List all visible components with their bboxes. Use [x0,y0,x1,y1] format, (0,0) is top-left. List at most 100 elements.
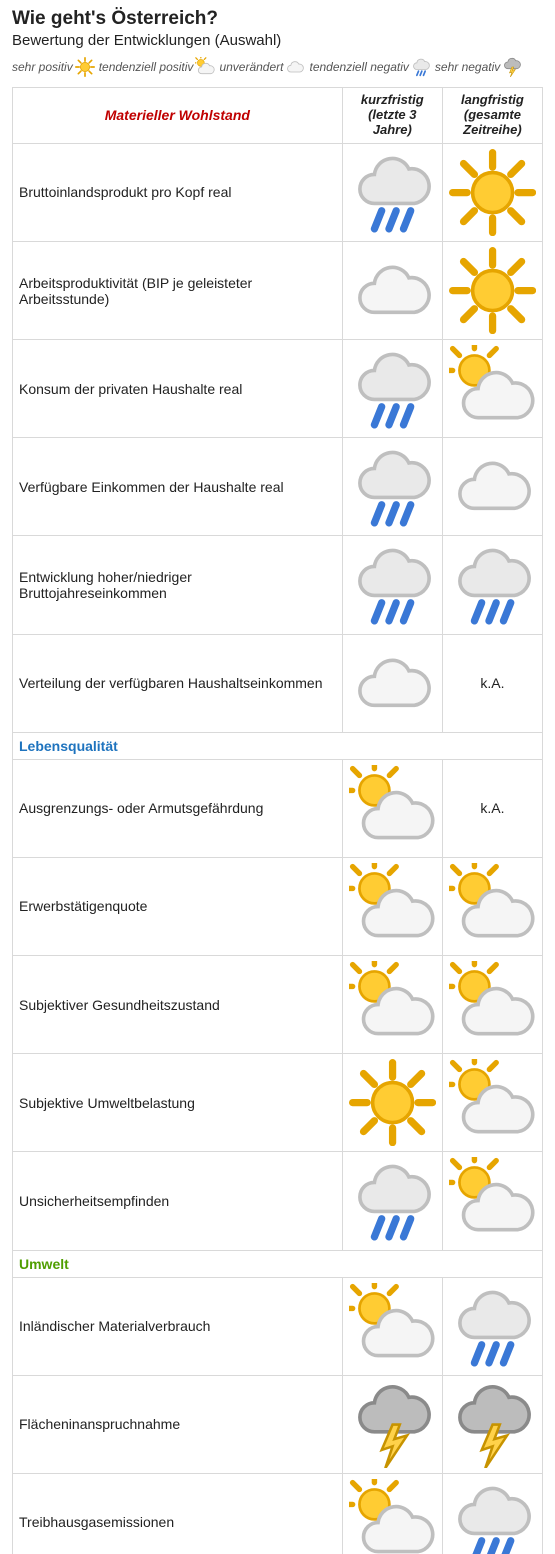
long-term-cell [442,956,542,1054]
indicator-label: Subjektiver Gesundheitszustand [13,956,343,1054]
na-text: k.A. [480,675,504,691]
indicator-label: Entwicklung hoher/niedriger Bruttojahres… [13,536,343,634]
table-row: Konsum der privaten Haushalte real [13,340,543,438]
table-row: Treibhausgasemissionen [13,1473,543,1554]
long-term-cell [442,1277,542,1375]
sun-icon [449,149,536,236]
short-term-cell [342,634,442,732]
table-row: Inländischer Materialverbrauch [13,1277,543,1375]
long-term-cell [442,340,542,438]
sun-cloud-icon [349,765,436,852]
short-term-cell [342,536,442,634]
indicator-label: Flächeninanspruchnahme [13,1375,343,1473]
long-term-cell [442,241,542,339]
short-term-cell [342,1054,442,1152]
table-row: Bruttoinlandsprodukt pro Kopf real [13,143,543,241]
long-term-cell [442,143,542,241]
sun-cloud-icon [449,1059,536,1146]
indicator-label: Konsum der privaten Haushalte real [13,340,343,438]
indicator-label: Erwerbstätigenquote [13,857,343,955]
table-row: Flächeninanspruchnahme [13,1375,543,1473]
short-term-cell [342,857,442,955]
sun-cloud-icon [349,1479,436,1554]
indicator-label: Inländischer Materialverbrauch [13,1277,343,1375]
page-title: Wie geht's Österreich? [12,8,543,30]
cloud-rain-icon [411,57,431,77]
storm-icon [502,57,522,77]
short-term-cell [342,1277,442,1375]
long-term-cell [442,1152,542,1250]
long-term-cell [442,1054,542,1152]
sun-cloud-icon [449,1157,536,1244]
table-row: Entwicklung hoher/niedriger Bruttojahres… [13,536,543,634]
short-term-cell [342,1473,442,1554]
short-term-cell [342,956,442,1054]
cloud-icon [449,443,536,530]
short-term-cell [342,759,442,857]
indicator-label: Subjektive Umweltbelastung [13,1054,343,1152]
sun-cloud-icon [349,1283,436,1370]
indicator-label: Verfügbare Einkommen der Haushalte real [13,438,343,536]
cloud-icon [349,247,436,334]
na-text: k.A. [480,800,504,816]
indicator-label: Verteilung der verfügbaren Haushaltseink… [13,634,343,732]
sun-cloud-icon [449,961,536,1048]
long-term-cell [442,438,542,536]
sun-cloud-icon [195,57,215,77]
cloud-rain-icon [349,345,436,432]
long-term-cell [442,857,542,955]
long-term-cell: k.A. [442,759,542,857]
short-term-cell [342,438,442,536]
sun-cloud-icon [349,863,436,950]
cloud-icon [285,57,305,77]
sun-cloud-icon [349,961,436,1048]
table-row: Ausgrenzungs- oder Armutsgefährdung k.A. [13,759,543,857]
indicator-label: Arbeitsproduktivität (BIP je geleisteter… [13,241,343,339]
table-row: Verfügbare Einkommen der Haushalte real [13,438,543,536]
section-header-mw: Materieller Wohlstand [105,107,250,123]
legend-unchanged-label: unverändert [219,60,283,74]
sun-cloud-icon [449,345,536,432]
cloud-icon [349,640,436,727]
section-header-uw: Umwelt [19,1256,69,1272]
table-row: Erwerbstätigenquote [13,857,543,955]
section-header-lq: Lebensqualität [19,738,118,754]
long-term-cell [442,536,542,634]
indicator-label: Treibhausgasemissionen [13,1473,343,1554]
legend-tend-positive-label: tendenziell positiv [99,60,194,74]
short-term-cell [342,340,442,438]
table-row: Unsicherheitsempfinden [13,1152,543,1250]
table-row: Subjektiver Gesundheitszustand [13,956,543,1054]
cloud-rain-icon [449,1283,536,1370]
legend: sehr positiv tendenziell positiv unverän… [12,57,543,77]
col-header-short: kurzfristig (letzte 3 Jahre) [342,88,442,144]
cloud-rain-icon [449,1479,536,1554]
table-row: Arbeitsproduktivität (BIP je geleisteter… [13,241,543,339]
sun-icon [449,247,536,334]
short-term-cell [342,1152,442,1250]
short-term-cell [342,143,442,241]
short-term-cell [342,1375,442,1473]
legend-very-negative-label: sehr negativ [435,60,500,74]
indicators-table: Materieller Wohlstand kurzfristig (letzt… [12,87,543,1554]
cloud-rain-icon [349,443,436,530]
table-row: Verteilung der verfügbaren Haushaltseink… [13,634,543,732]
long-term-cell [442,1473,542,1554]
short-term-cell [342,241,442,339]
storm-icon [449,1381,536,1468]
sun-icon [349,1059,436,1146]
cloud-rain-icon [349,541,436,628]
sun-cloud-icon [449,863,536,950]
storm-icon [349,1381,436,1468]
sun-icon [75,57,95,77]
long-term-cell [442,1375,542,1473]
long-term-cell: k.A. [442,634,542,732]
cloud-rain-icon [449,541,536,628]
legend-tend-negative-label: tendenziell negativ [309,60,408,74]
indicator-label: Ausgrenzungs- oder Armutsgefährdung [13,759,343,857]
legend-very-positive-label: sehr positiv [12,60,73,74]
indicator-label: Unsicherheitsempfinden [13,1152,343,1250]
cloud-rain-icon [349,149,436,236]
cloud-rain-icon [349,1157,436,1244]
page-subtitle: Bewertung der Entwicklungen (Auswahl) [12,32,543,49]
